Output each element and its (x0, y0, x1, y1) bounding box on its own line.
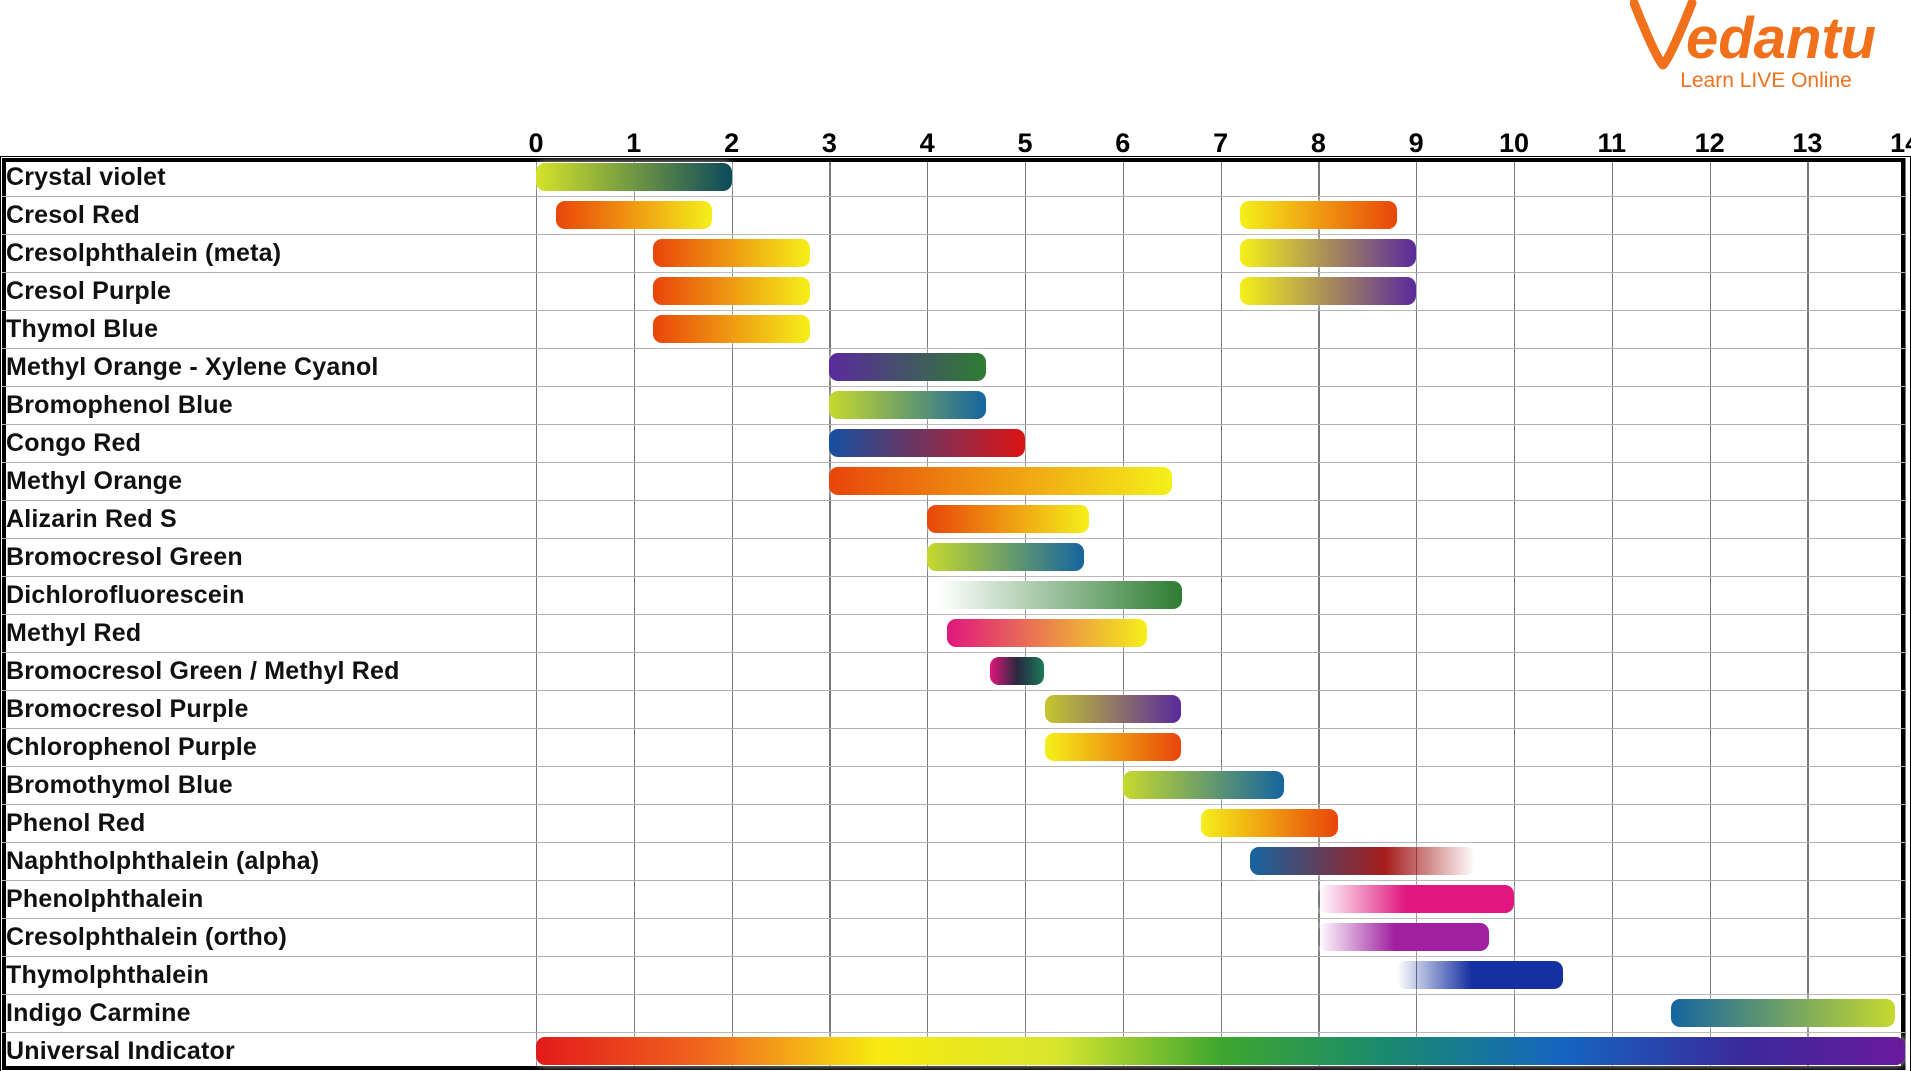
svg-text:Learn LIVE Online: Learn LIVE Online (1680, 69, 1852, 92)
svg-text:edantu: edantu (1686, 6, 1876, 71)
